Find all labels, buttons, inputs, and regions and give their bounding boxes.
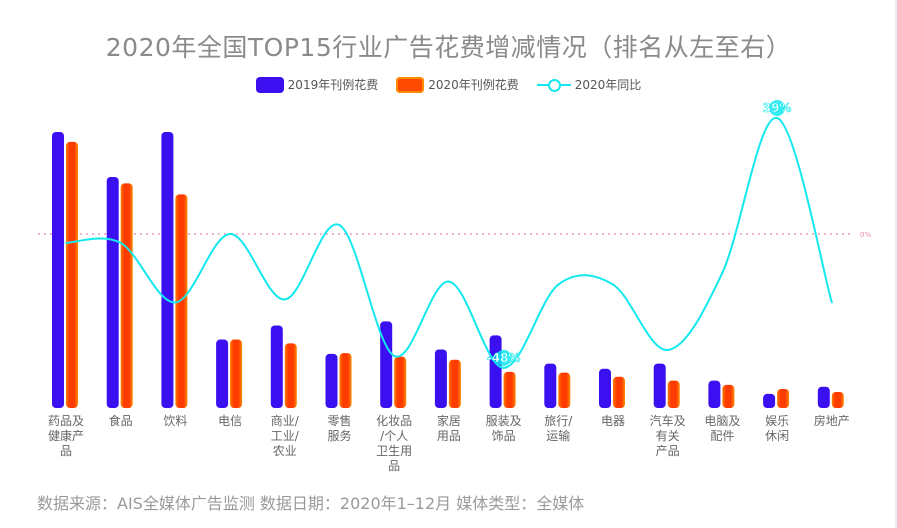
blue-swatch-icon	[255, 76, 284, 93]
yoy-point-marker	[769, 100, 786, 116]
x-tick-label: 家居 用品	[436, 414, 461, 443]
x-tick-label: 电信	[218, 414, 243, 428]
bar-2019	[380, 321, 393, 408]
yoy-point	[228, 232, 232, 236]
bar-2020	[831, 391, 844, 408]
bar-2019	[489, 335, 502, 408]
bar-2020	[120, 183, 133, 408]
bar-2020	[394, 356, 407, 408]
bar-2020	[66, 141, 78, 408]
bar-2020	[175, 194, 188, 408]
legend: 2019年刊例花费 2020年刊例花费 2020年同比	[0, 76, 897, 93]
bar-2020	[558, 372, 571, 408]
x-tick-label: 药品及 健康产 品	[47, 414, 84, 458]
legend-item-2019[interactable]: 2019年刊例花费	[255, 76, 379, 93]
bar-2019	[763, 393, 776, 408]
zero-reference-label: 0%	[860, 231, 871, 239]
frame-border	[895, 0, 897, 528]
yoy-point-label: -48%	[487, 351, 521, 365]
bar-2019	[817, 386, 830, 408]
yoy-point-marker	[495, 349, 512, 366]
bar-2019	[599, 368, 611, 408]
yoy-point	[557, 283, 560, 286]
x-tick-label: 娱乐 休闲	[765, 414, 790, 443]
bar-2019	[106, 176, 119, 408]
x-tick-label: 电器	[600, 414, 625, 428]
x-tick-label: 饮料	[163, 414, 188, 428]
yoy-point	[393, 354, 396, 358]
yoy-point-label: 39%	[763, 101, 792, 115]
bar-2019	[270, 325, 283, 408]
bar-2020	[230, 339, 243, 408]
yoy-point	[447, 280, 451, 283]
legend-item-2020[interactable]: 2020年刊例花费	[396, 76, 519, 93]
bar-2019	[544, 363, 557, 408]
bar-2020	[667, 380, 680, 408]
yoy-point	[830, 301, 833, 304]
legend-label-2020: 2020年刊例花费	[428, 78, 519, 92]
yoy-point	[775, 116, 779, 120]
x-tick-label: 服装及 饰品	[485, 414, 522, 443]
bar-2019	[52, 132, 64, 408]
yoy-point	[721, 271, 724, 274]
yoy-point	[666, 348, 669, 352]
legend-item-yoy[interactable]: 2020年同比	[536, 76, 642, 93]
x-tick-label: 零售 服务	[327, 414, 352, 443]
bar-2020	[777, 388, 790, 408]
yoy-line	[65, 117, 833, 369]
bar-2020	[284, 343, 297, 408]
bar-2020	[722, 384, 735, 408]
yoy-point	[174, 301, 177, 304]
bar-2019	[216, 339, 229, 408]
bar-2020	[339, 353, 352, 408]
x-tick-label: 旅行/ 运输	[544, 414, 573, 443]
x-tick-label: 商业/ 工业/ 农业	[270, 414, 299, 458]
yoy-point	[502, 366, 505, 370]
legend-label-2019: 2019年刊例花费	[287, 78, 379, 92]
bar-2019	[161, 132, 174, 408]
yoy-point	[119, 241, 122, 245]
bar-2019	[708, 380, 721, 408]
footer-source: 数据来源：AIS全媒体广告监测 数据日期：2020年1–12月 媒体类型：全媒体	[37, 494, 585, 513]
x-tick-label: 房地产	[813, 414, 850, 428]
yoy-point	[283, 298, 286, 301]
bar-2019	[325, 353, 338, 408]
yoy-point	[611, 283, 615, 286]
x-tick-label: 食品	[108, 414, 133, 428]
x-tick-label: 电脑及 配件	[704, 414, 741, 443]
bar-2020	[613, 376, 625, 408]
bar-2020	[448, 359, 461, 408]
yoy-point	[338, 223, 341, 227]
bar-2019	[653, 363, 666, 408]
yoy-point	[64, 241, 68, 245]
x-tick-label: 化妆品 /个人 卫生用 品	[376, 414, 413, 473]
bar-2020	[503, 371, 516, 408]
orange-swatch-icon	[396, 76, 425, 93]
bar-2019	[434, 349, 447, 408]
line-marker-icon	[536, 78, 571, 92]
chart-title: 2020年全国TOP15行业广告花费增减情况（排名从左至右）	[105, 33, 792, 62]
legend-label-yoy: 2020年同比	[574, 78, 642, 92]
x-tick-label: 汽车及 有关 产品	[649, 414, 686, 458]
